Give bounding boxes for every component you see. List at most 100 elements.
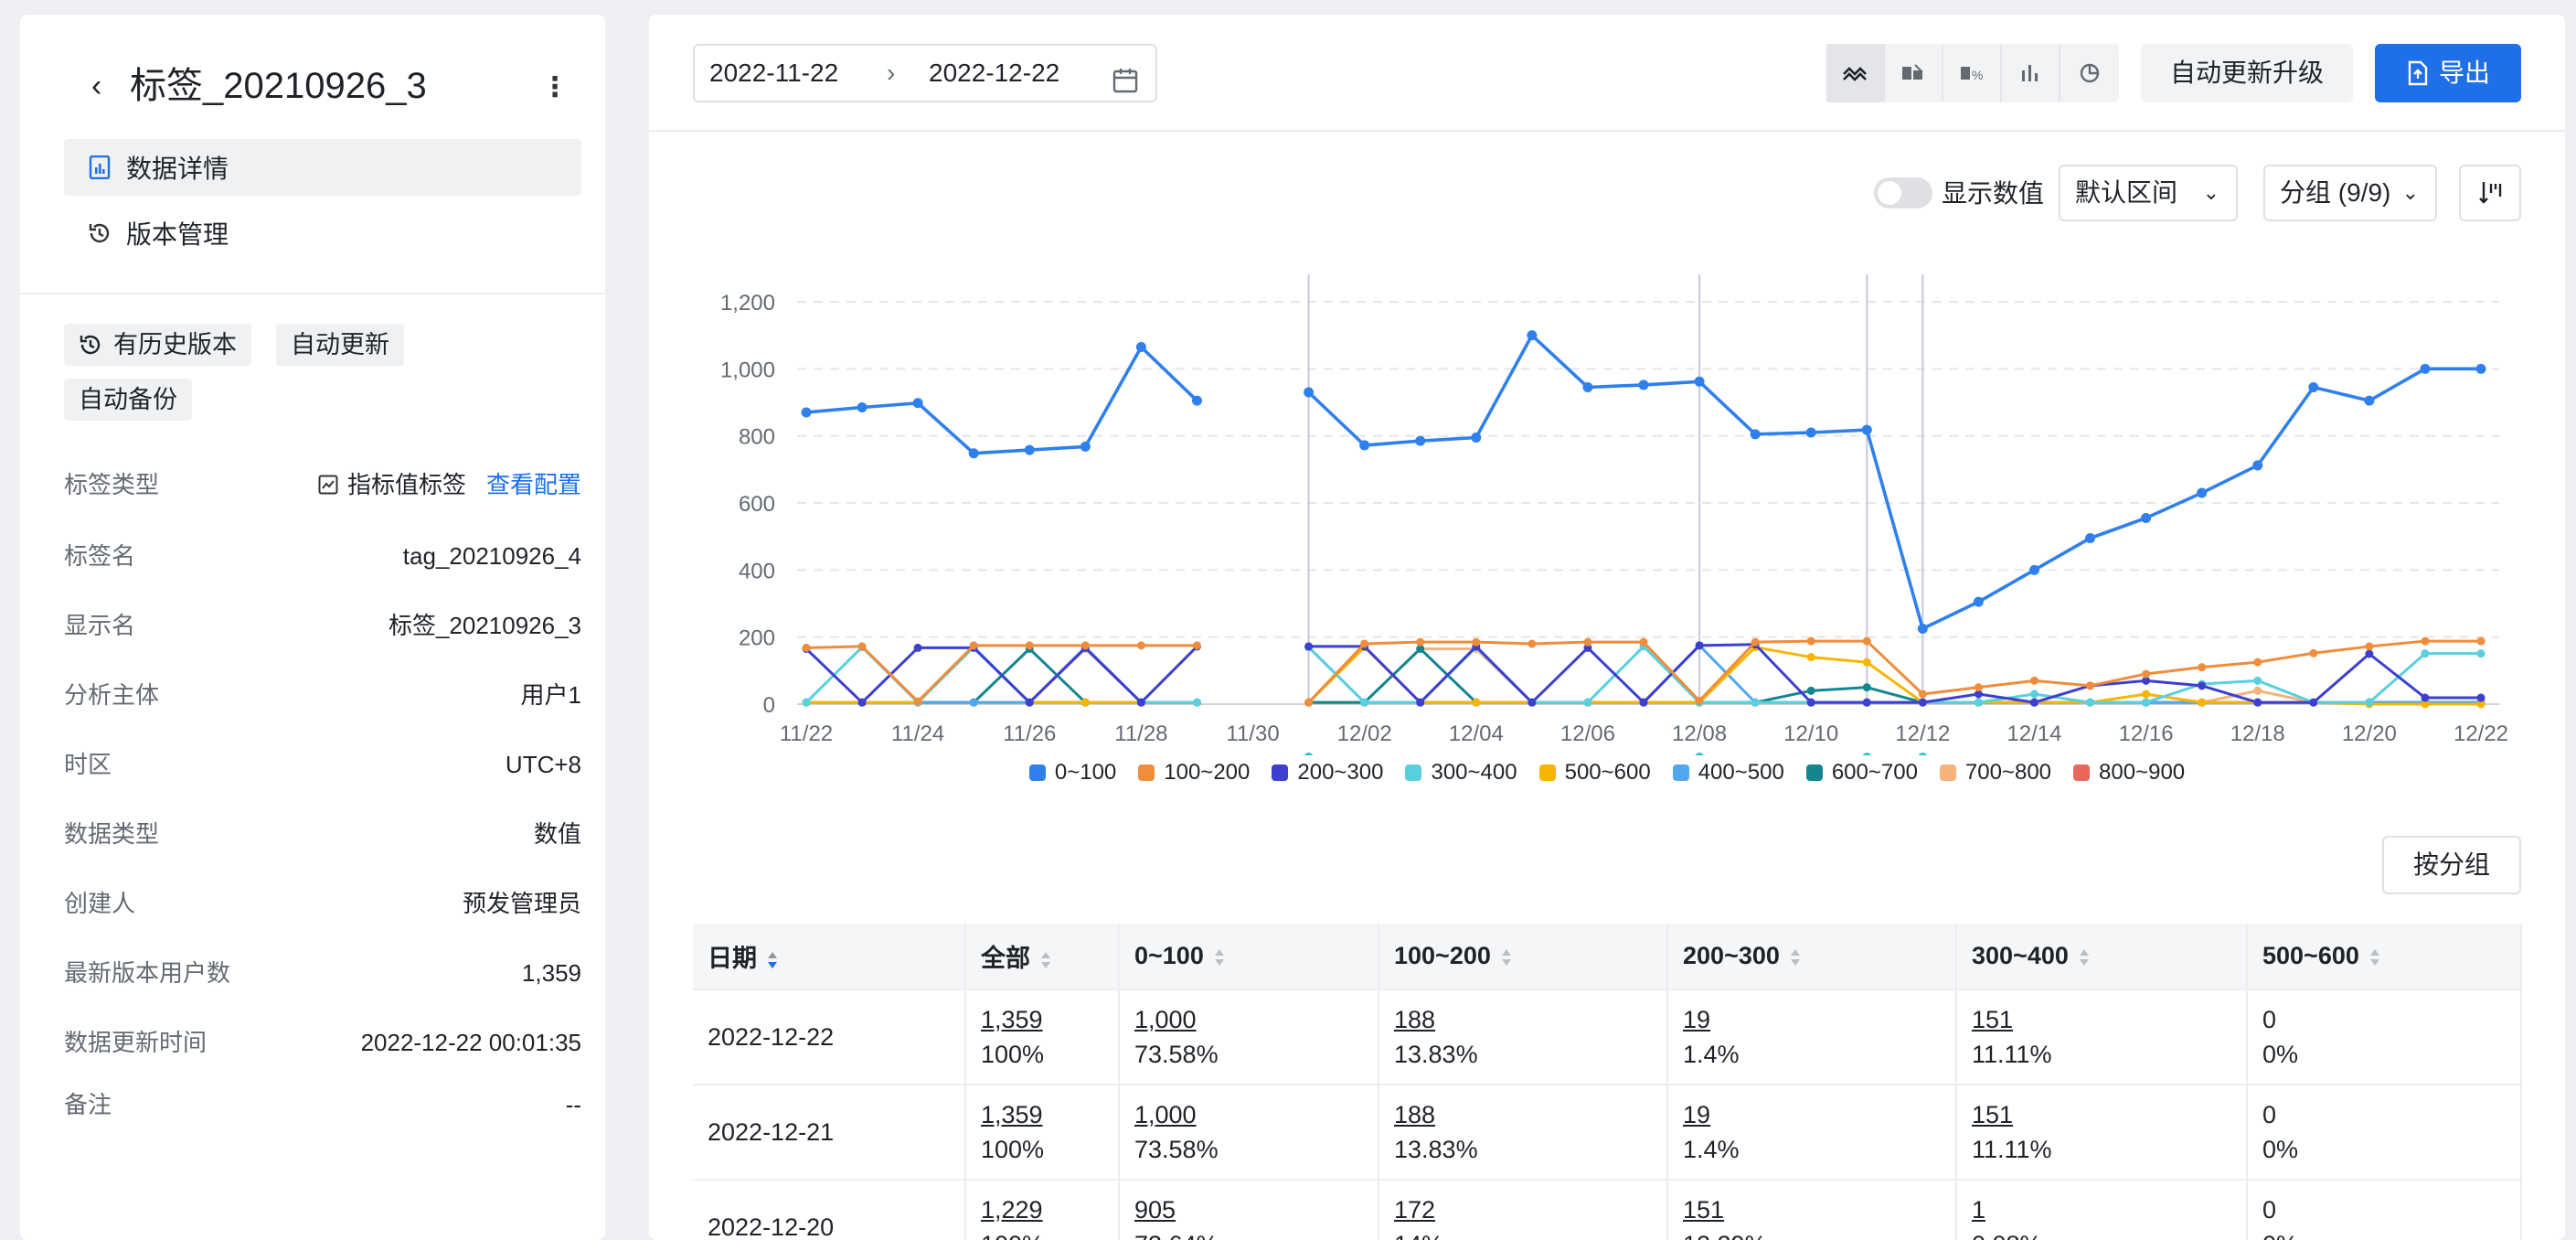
data-point-200~300	[2476, 693, 2486, 702]
count-value[interactable]: 151	[1683, 1196, 1725, 1224]
sort-order-button[interactable]	[2459, 165, 2521, 221]
date-range-picker[interactable]: 2022-11-22 › 2022-12-22	[693, 44, 1157, 102]
legend-item[interactable]: 400~500	[1672, 757, 1784, 788]
count-value[interactable]: 1,229	[981, 1196, 1043, 1224]
count-value[interactable]: 19	[1683, 1006, 1711, 1033]
legend-label: 800~900	[2099, 760, 2186, 785]
bar-chart-view-icon[interactable]	[2002, 44, 2060, 102]
data-point-100~200	[1360, 639, 1369, 648]
sort-arrows-icon[interactable]	[2078, 947, 2091, 967]
data-point-100~200	[1583, 637, 1592, 647]
legend-item[interactable]: 500~600	[1538, 757, 1651, 788]
sort-arrows-icon[interactable]	[1039, 950, 1052, 970]
count-value[interactable]: 151	[1972, 1006, 2014, 1033]
data-point-200~300	[1583, 643, 1592, 652]
table-header-cell[interactable]: 0~100	[1119, 924, 1379, 990]
table-header-cell[interactable]: 500~600	[2247, 924, 2522, 990]
x-tick-label: 12/04	[1449, 722, 1504, 746]
prop-value: 预发管理员	[462, 890, 581, 917]
legend-item[interactable]: 700~800	[1939, 757, 2051, 788]
view-config-link[interactable]: 查看配置	[485, 471, 581, 498]
legend-swatch	[1272, 764, 1289, 781]
back-chevron-icon[interactable]: ‹	[91, 69, 102, 103]
count-value[interactable]: 151	[1972, 1101, 2014, 1128]
count-value[interactable]: 188	[1394, 1101, 1436, 1128]
data-point-500~600	[2142, 689, 2151, 699]
calendar-icon[interactable]	[1112, 59, 1139, 113]
sort-arrows-icon[interactable]	[766, 950, 779, 970]
x-tick-label: 11/26	[1003, 722, 1056, 746]
legend-item[interactable]: 800~900	[2073, 757, 2185, 788]
legend-item[interactable]: 300~400	[1405, 757, 1517, 788]
count-value[interactable]: 1	[1972, 1196, 1986, 1224]
prop-key: 标签名	[64, 542, 136, 570]
legend-item[interactable]: 100~200	[1138, 757, 1250, 788]
legend-item[interactable]: 0~100	[1028, 757, 1117, 788]
count-value[interactable]: 1,000	[1134, 1006, 1197, 1033]
table-header-label: 0~100	[1134, 942, 1204, 969]
sort-arrows-icon[interactable]	[2368, 947, 2381, 967]
data-point-100~200	[2476, 636, 2486, 646]
nav-version-management[interactable]: 版本管理	[64, 205, 581, 262]
data-point-100~200	[969, 641, 978, 650]
data-point-0~100	[1861, 424, 1872, 435]
sort-arrows-icon[interactable]	[1500, 947, 1513, 967]
data-point-100~200	[2198, 663, 2207, 672]
annotation-marker	[1304, 753, 1314, 755]
data-point-100~200	[1862, 636, 1871, 646]
legend-label: 300~400	[1431, 760, 1517, 785]
table-header-cell[interactable]: 200~300	[1667, 924, 1957, 990]
table-header-cell[interactable]: 100~200	[1378, 924, 1668, 990]
data-point-0~100	[1805, 427, 1816, 438]
y-tick-label: 200	[739, 626, 775, 651]
date-end[interactable]: 2022-12-22	[929, 59, 1060, 87]
range-select[interactable]: 默认区间 ⌄	[2059, 165, 2238, 221]
svg-text:%: %	[1972, 68, 1983, 82]
x-tick-label: 12/10	[1783, 722, 1838, 746]
count-value[interactable]: 1,359	[981, 1006, 1043, 1033]
nav-label: 数据详情	[126, 155, 229, 183]
series-line-100~200	[805, 644, 1198, 703]
legend-item[interactable]: 200~300	[1272, 757, 1383, 788]
date-cell: 2022-12-20	[693, 1180, 966, 1240]
table-header-cell[interactable]: 300~400	[1956, 924, 2248, 990]
legend-item[interactable]: 600~700	[1805, 757, 1918, 788]
count-value[interactable]: 188	[1394, 1006, 1436, 1033]
count-value[interactable]: 19	[1683, 1101, 1711, 1128]
nav-data-details[interactable]: 数据详情	[64, 139, 581, 196]
percent-value: 11.11%	[1972, 1041, 2052, 1068]
group-select[interactable]: 分组 (9/9) ⌄	[2263, 165, 2437, 221]
pie-chart-view-icon[interactable]	[2060, 44, 2119, 102]
count-value[interactable]: 1,359	[981, 1101, 1043, 1128]
table-header-cell[interactable]: 日期	[693, 924, 966, 990]
history-icon	[86, 219, 113, 247]
date-cell: 2022-12-22	[693, 989, 966, 1085]
table-header-label: 100~200	[1394, 942, 1491, 969]
auto-update-upgrade-button[interactable]: 自动更新升级	[2141, 44, 2353, 102]
more-options-icon[interactable]: ⋮	[541, 72, 569, 102]
y-tick-label: 1,000	[720, 358, 775, 382]
data-point-0~100	[1527, 330, 1538, 341]
sort-arrows-icon[interactable]	[1789, 947, 1802, 967]
data-detail-panel: 2022-11-22 › 2022-12-22 % 自动更新升级 导出 显示数值…	[649, 15, 2565, 1240]
count-value[interactable]: 172	[1394, 1196, 1436, 1224]
table-header-cell[interactable]: 全部	[965, 924, 1120, 990]
sort-arrows-icon[interactable]	[1213, 947, 1226, 967]
legend-label: 0~100	[1054, 760, 1117, 785]
line-chart-view-icon[interactable]	[1826, 44, 1885, 102]
by-group-button[interactable]: 按分组	[2382, 836, 2521, 894]
date-start[interactable]: 2022-11-22	[709, 59, 839, 87]
stacked-bar-view-icon[interactable]	[1885, 44, 1943, 102]
count-value[interactable]: 905	[1134, 1196, 1176, 1224]
count-value[interactable]: 1,000	[1134, 1101, 1197, 1128]
table-header-label: 200~300	[1683, 942, 1780, 969]
prop-latest-user-count: 最新版本用户数 1,359	[64, 955, 581, 991]
value-cell: 1 0.08%	[1956, 1180, 2248, 1240]
data-point-200~300	[2365, 649, 2374, 658]
percent-bar-view-icon[interactable]: %	[1943, 44, 2002, 102]
export-button[interactable]: 导出	[2375, 44, 2521, 102]
prop-value: 标签_20210926_3	[388, 612, 581, 639]
data-point-100~200	[1192, 641, 1201, 650]
show-values-toggle[interactable]	[1874, 177, 1932, 208]
